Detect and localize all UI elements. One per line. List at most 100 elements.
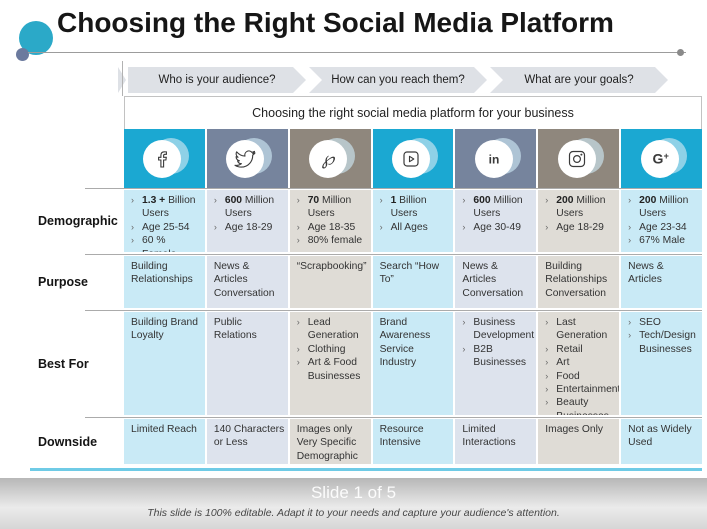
bullet-item: › Retail <box>545 343 616 356</box>
process-step-3: What are your goals? <box>490 67 668 93</box>
bullet-marker: › <box>296 357 300 368</box>
bullet-text: Age 23-34 <box>639 221 687 233</box>
bullet-marker: › <box>213 195 217 205</box>
googleplus-header-cell: G + <box>621 129 702 188</box>
facebook-header-cell <box>124 129 205 188</box>
bullet-marker: › <box>131 195 134 205</box>
bullet-text: Entertainment <box>556 383 620 395</box>
row-label-downside: Downside <box>30 419 122 464</box>
bullet-text: B2B Businesses <box>473 343 527 369</box>
bullet-item: › 200 Million Users <box>628 194 699 221</box>
bullet-marker: › <box>462 317 466 327</box>
bullet-item: › Age 18-35 <box>297 221 368 234</box>
bullet-item: › Art <box>545 356 616 369</box>
bullet-item: › Age 25-54 <box>131 221 202 234</box>
linkedin-header-cell: in <box>455 129 537 188</box>
bullet-item: › Lead Generation <box>297 316 368 343</box>
twitter-best_for-cell: Public Relations <box>206 312 288 415</box>
youtube-icon-wrap <box>390 137 438 180</box>
title-accent-dot <box>16 48 29 61</box>
steps-tick-line <box>122 61 123 96</box>
bullet-item: › Age 18-29 <box>214 221 285 234</box>
bullet-item: › Art & Food Businesses <box>297 356 368 383</box>
bullet-item: › 67% Male <box>628 234 699 247</box>
bullet-marker: › <box>296 235 300 246</box>
bullet-text: Tech/Design Businesses <box>639 330 696 355</box>
bullet-text: Last Generation <box>556 317 608 342</box>
row-demographic: Demographic › 1.3 + Billion Users › Age 25-… <box>30 188 702 254</box>
bullet-marker: › <box>296 221 300 232</box>
bullet-marker: › <box>131 221 134 232</box>
bullet-marker: › <box>628 195 632 205</box>
googleplus-icon: G + <box>640 139 679 178</box>
bullet-text: Age 18-29 <box>556 221 604 233</box>
bullet-item: › Last Generation <box>545 316 616 343</box>
facebook-demographic-cell: › 1.3 + Billion Users › Age 25-54 › 60 % Fema… <box>124 190 205 252</box>
bullet-item: › Age 23-34 <box>628 221 699 234</box>
bullet-item: › Food <box>545 370 616 383</box>
bullet-item: › SEO <box>628 316 699 329</box>
bullet-item: › 1 Billion Users <box>380 194 451 221</box>
slide-counter: Slide 1 of 5 <box>310 483 397 502</box>
linkedin-best_for-cell: › Business Development › B2B Businesses <box>455 312 537 415</box>
bullet-item: › B2B Businesses <box>462 343 533 370</box>
bullet-text: Beauty Businesses <box>556 397 609 415</box>
row-purpose: Purpose Building Relationships News & Art… <box>30 254 702 310</box>
bullet-item: › 200 Million Users <box>545 194 616 221</box>
bullet-text: 67% Male <box>639 235 685 247</box>
bullet-item: › Entertainment <box>545 383 620 396</box>
bullet-marker: › <box>379 221 383 232</box>
pinterest-demographic-cell: › 70 Million Users › Age 18-35 › 80% female <box>289 190 371 252</box>
table-bottom-accent <box>30 468 702 471</box>
googleplus-best_for-cell: › SEO › Tech/Design Businesses <box>621 312 702 415</box>
bullet-text: Age 18-29 <box>224 221 273 233</box>
bullet-item: › 600 Million Users <box>214 194 285 221</box>
bullet-text: Art <box>556 357 570 369</box>
row-label-purpose: Purpose <box>30 256 122 308</box>
youtube-header-cell <box>372 129 454 188</box>
bullet-marker: › <box>545 370 549 381</box>
instagram-icon <box>557 139 596 178</box>
pinterest-downside-cell: Images only Very Specific Demographic <box>289 419 371 464</box>
svg-text:G: G <box>652 150 663 166</box>
pinterest-best_for-cell: › Lead Generation › Clothing › Art & Food Bus… <box>289 312 371 415</box>
linkedin-demographic-cell: › 600 Million Users › Age 30-49 <box>455 190 537 252</box>
bullet-item: › 600 Million Users <box>462 194 533 221</box>
bullet-marker: › <box>296 317 300 327</box>
bullet-item: › 70 Million Users <box>297 194 368 221</box>
bullet-item: › Age 30-49 <box>462 221 533 234</box>
twitter-purpose-cell: News & Articles Conversation <box>206 256 288 308</box>
bullet-item: › 1.3 + Billion Users <box>131 194 202 221</box>
facebook-icon-wrap <box>141 137 190 180</box>
bullet-marker: › <box>545 221 549 232</box>
bullet-text: 600 Million Users <box>473 195 523 220</box>
slide-title: Choosing the Right Social Media Platform <box>57 7 614 38</box>
bullet-marker: › <box>628 235 632 246</box>
facebook-icon <box>143 139 182 178</box>
bullet-marker: › <box>628 317 632 327</box>
linkedin-icon-wrap: in <box>473 137 521 180</box>
bullet-marker: › <box>545 357 549 368</box>
bullet-text: Retail <box>556 343 583 355</box>
bullet-text: All Ages <box>390 221 428 233</box>
pinterest-header-cell: ℘ <box>289 129 371 188</box>
bullet-item: › Business Development <box>462 316 534 343</box>
bullet-marker: › <box>296 195 300 205</box>
row-label-best-for: Best For <box>30 312 122 415</box>
bullet-text: 1 Billion Users <box>390 195 427 220</box>
svg-text:℘: ℘ <box>322 148 336 169</box>
googleplus-demographic-cell: › 200 Million Users › Age 23-34 › 67% Male <box>621 190 702 252</box>
youtube-demographic-cell: › 1 Billion Users › All Ages <box>372 190 454 252</box>
process-steps: Who is your audience? How can you reach t… <box>128 67 668 93</box>
youtube-icon <box>391 139 430 178</box>
bullet-item: › 80% female <box>297 234 368 247</box>
googleplus-icon-wrap: G + <box>639 137 687 180</box>
pinterest-icon: ℘ <box>309 139 348 178</box>
bullet-text: 200 Million Users <box>556 195 606 220</box>
bullet-marker: › <box>296 343 300 354</box>
bullet-marker: › <box>462 221 466 232</box>
instagram-best_for-cell: › Last Generation › Retail › Art › Food › Enterta… <box>538 312 620 415</box>
bullet-marker: › <box>545 317 549 327</box>
facebook-purpose-cell: Building Relationships <box>124 256 205 308</box>
bullet-text: Lead Generation <box>307 317 359 342</box>
